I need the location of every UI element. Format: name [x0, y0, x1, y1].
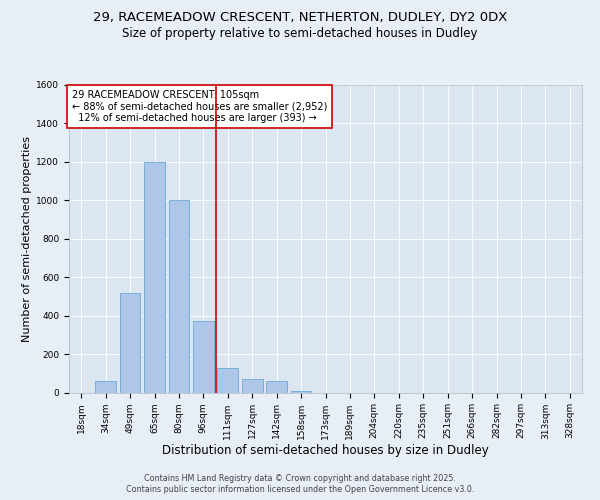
Bar: [290, 390, 311, 392]
Bar: [266, 381, 287, 392]
Text: Contains HM Land Registry data © Crown copyright and database right 2025.
Contai: Contains HM Land Registry data © Crown c…: [126, 474, 474, 494]
Text: 29 RACEMEADOW CRESCENT: 105sqm
← 88% of semi-detached houses are smaller (2,952): 29 RACEMEADOW CRESCENT: 105sqm ← 88% of …: [71, 90, 327, 123]
Bar: [95, 381, 116, 392]
Text: 29, RACEMEADOW CRESCENT, NETHERTON, DUDLEY, DY2 0DX: 29, RACEMEADOW CRESCENT, NETHERTON, DUDL…: [93, 11, 507, 24]
Bar: [217, 368, 238, 392]
Bar: [242, 379, 263, 392]
Bar: [144, 162, 165, 392]
Bar: [169, 200, 190, 392]
Bar: [193, 322, 214, 392]
Bar: [119, 292, 140, 392]
Text: Size of property relative to semi-detached houses in Dudley: Size of property relative to semi-detach…: [122, 28, 478, 40]
X-axis label: Distribution of semi-detached houses by size in Dudley: Distribution of semi-detached houses by …: [162, 444, 489, 457]
Y-axis label: Number of semi-detached properties: Number of semi-detached properties: [22, 136, 32, 342]
